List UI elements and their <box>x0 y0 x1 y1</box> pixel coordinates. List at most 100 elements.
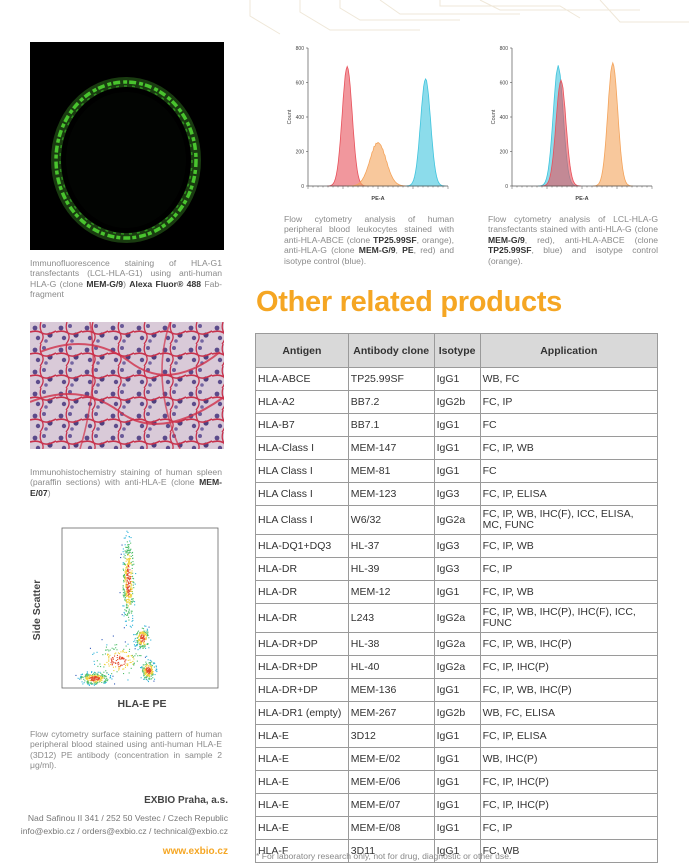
scatter-event <box>143 632 145 634</box>
scatter-event <box>91 683 93 685</box>
scatter-event <box>92 683 94 685</box>
scatter-event <box>140 667 142 669</box>
scatter-event <box>139 655 141 657</box>
scatter-event <box>146 643 148 645</box>
scatter-event <box>133 662 135 664</box>
scatter-event <box>131 587 133 589</box>
scatter-event <box>141 634 143 636</box>
scatter-event <box>123 648 125 650</box>
scatter-event <box>127 605 129 607</box>
scatter-event <box>149 677 151 679</box>
scatter-event <box>145 632 147 634</box>
scatter-event <box>128 561 130 563</box>
table-cell: WB, FC <box>479 367 659 391</box>
scatter-event <box>137 640 139 642</box>
scatter-event <box>129 551 131 553</box>
scatter-event <box>137 649 139 651</box>
scatter-event <box>106 661 108 663</box>
table-row: HLA-A2 BB7.2 IgG2b FC, IP <box>255 390 659 414</box>
table-cell: FC, IP, IHC(P) <box>479 770 659 794</box>
scatter-event <box>148 664 150 666</box>
scatter-event <box>123 663 125 665</box>
scatter-event <box>127 588 129 590</box>
scatter-event <box>125 573 127 575</box>
scatter-event <box>123 605 125 607</box>
scatter-event <box>105 670 107 672</box>
scatter-event <box>129 549 131 551</box>
scatter-event <box>108 665 110 667</box>
scatter-event <box>108 660 110 662</box>
scatter-event <box>128 598 130 600</box>
website-link[interactable]: www.exbio.cz <box>162 846 228 857</box>
scatter-event <box>126 586 128 588</box>
scatter-event <box>131 610 133 612</box>
table-cell: IgG3 <box>433 534 481 558</box>
scatter-event <box>87 681 89 683</box>
scatter-event <box>128 592 130 594</box>
scatter-event <box>137 643 139 645</box>
scatter-event <box>124 594 126 596</box>
scatter-event <box>109 677 111 679</box>
table-cell: FC, IP, WB, IHC(P), IHC(F), ICC, FUNC <box>479 603 659 633</box>
scatter-event <box>143 671 145 673</box>
table-row: HLA-E MEM-E/07 IgG1 FC, IP, IHC(P) <box>255 793 659 817</box>
scatter-event <box>147 670 149 672</box>
scatter-event <box>116 654 118 656</box>
scatter-event <box>111 663 113 665</box>
scatter-event <box>127 554 129 556</box>
scatter-event <box>152 673 154 675</box>
scatter-event <box>123 563 125 565</box>
scatter-event <box>92 680 94 682</box>
scatter-event <box>143 673 145 675</box>
scatter-event <box>108 673 110 675</box>
y-tick-label: 600 <box>500 81 509 87</box>
scatter-event <box>143 669 145 671</box>
scatter-event <box>141 645 143 647</box>
scatter-event <box>130 571 132 573</box>
scatter-event <box>125 567 127 569</box>
scatter-event <box>117 664 119 666</box>
scatter-event <box>126 566 128 568</box>
scatter-event <box>93 660 95 662</box>
table-cell: HLA-E <box>255 747 349 771</box>
scatter-event <box>126 569 128 571</box>
scatter-event <box>129 576 131 578</box>
scatter-event <box>126 588 128 590</box>
scatter-event <box>94 681 96 683</box>
scatter-event <box>140 637 142 639</box>
scatter-event <box>128 581 130 583</box>
histo-series <box>346 141 410 187</box>
table-cell: IgG1 <box>433 413 481 437</box>
scatter-event <box>131 595 133 597</box>
scatter-event <box>143 635 145 637</box>
scatter-event <box>126 574 128 576</box>
fc2-caption: Flow cytometry analysis of LCL-HLA-G tra… <box>488 214 658 266</box>
scatter-event <box>142 645 144 647</box>
table-cell: HL-40 <box>347 655 435 679</box>
scatter-event <box>95 682 97 684</box>
scatter-event <box>122 548 124 550</box>
scatter-event <box>150 675 152 677</box>
scatter-event <box>129 593 131 595</box>
table-cell: IgG2b <box>433 701 481 725</box>
scatter-event <box>96 660 98 662</box>
scatter-event <box>102 677 104 679</box>
scatter-event <box>139 636 141 638</box>
scatter-event <box>128 564 130 566</box>
scatter-event <box>94 678 96 680</box>
scatter-event <box>94 674 96 676</box>
scatter-event <box>140 644 142 646</box>
scatter-event <box>130 583 132 585</box>
scatter-event <box>130 581 132 583</box>
scatter-event <box>118 661 120 663</box>
scatter-event <box>135 573 137 575</box>
scatter-event <box>143 634 145 636</box>
scatter-event <box>134 601 136 603</box>
section-heading: Other related products <box>256 286 563 318</box>
scatter-event <box>151 674 153 676</box>
scatter-event <box>91 671 93 673</box>
scatter-event <box>119 658 121 660</box>
scatter-event <box>90 675 92 677</box>
scatter-event <box>126 567 128 569</box>
scatter-event <box>127 590 129 592</box>
